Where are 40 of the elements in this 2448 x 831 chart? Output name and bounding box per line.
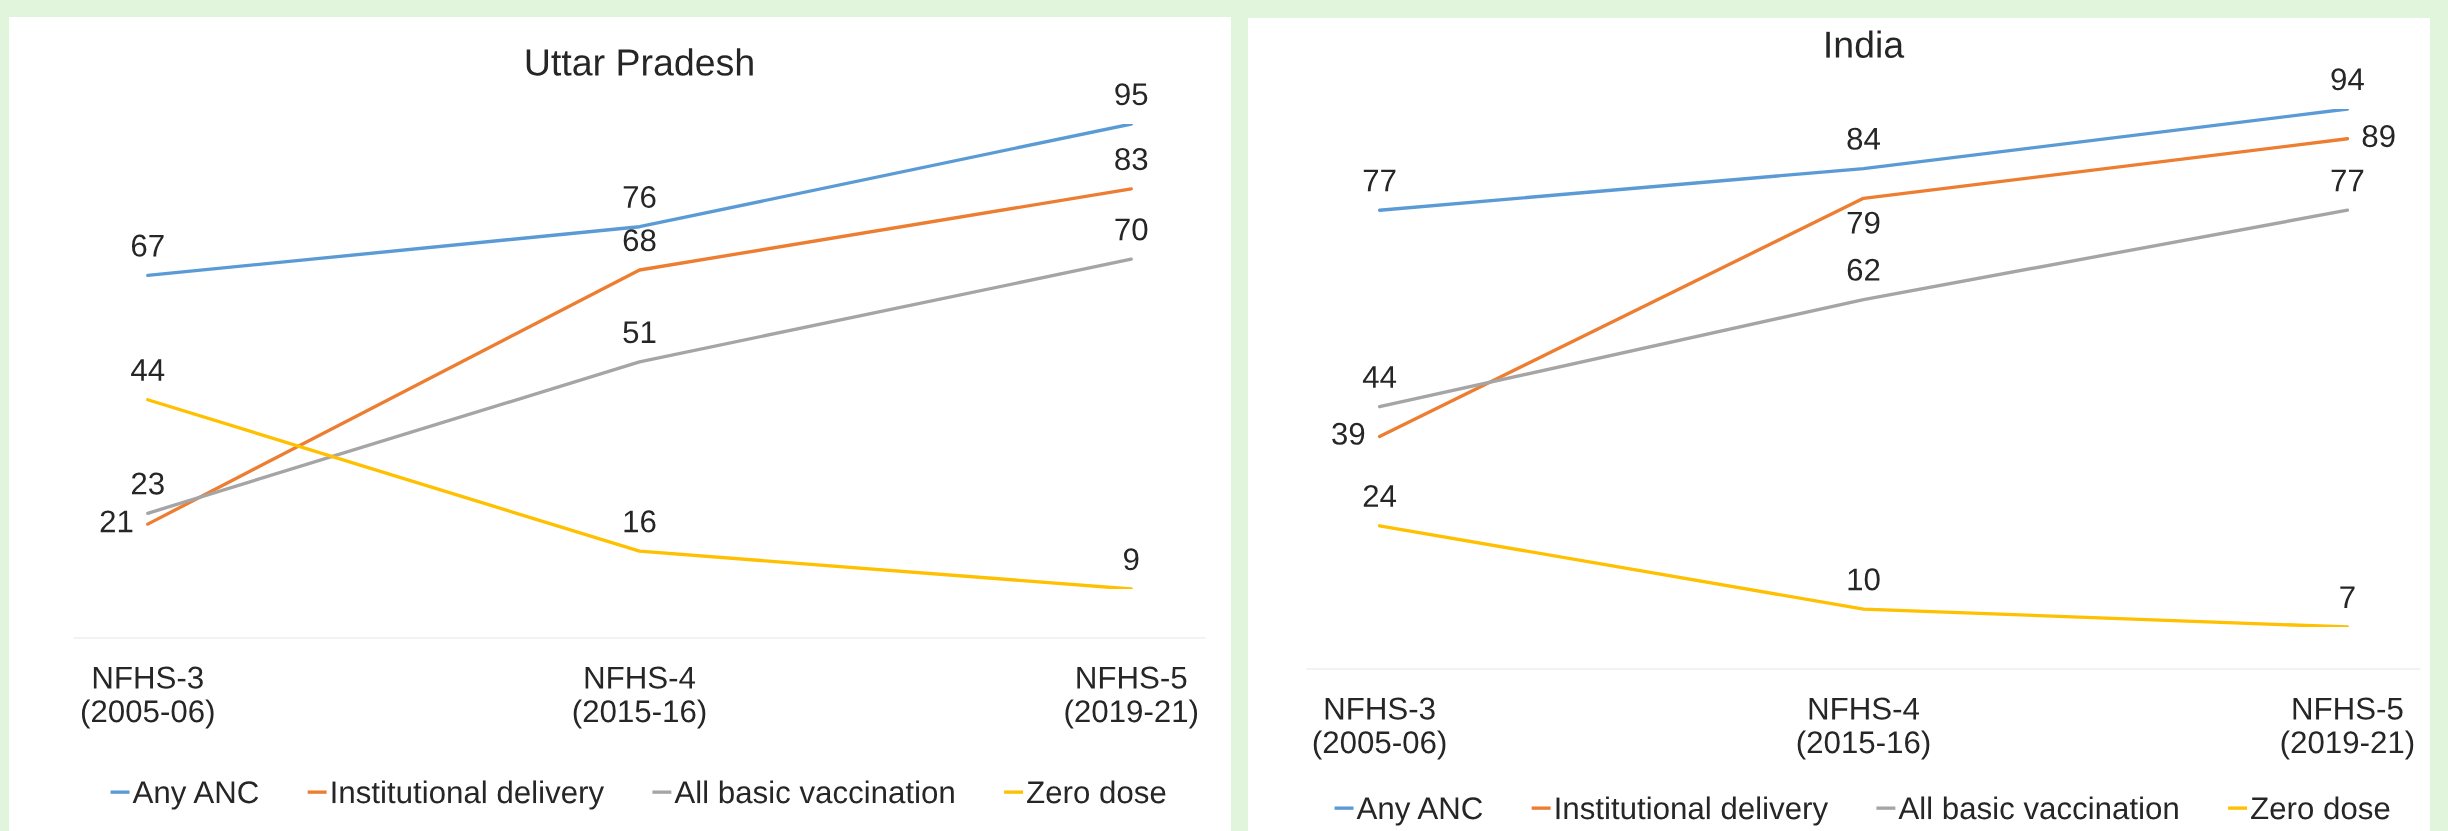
legend-label: Zero dose: [2251, 796, 2390, 820]
data-label: 44: [1362, 366, 1397, 388]
data-label: 83: [1115, 148, 1148, 171]
data-label: 84: [1847, 127, 1880, 150]
data-label: 77: [1363, 169, 1396, 192]
data-label: 76: [623, 185, 656, 209]
legend-label: Zero dose: [1027, 780, 1166, 804]
data-label: 51: [623, 321, 656, 344]
data-label: 77: [2331, 169, 2364, 192]
x-tick-label: NFHS-4 (2015-16): [1797, 697, 1930, 760]
x-tick-label: NFHS-3 (2005-06): [1313, 697, 1446, 760]
legend-label: Institutional delivery: [1556, 796, 1829, 826]
data-label: 23: [131, 472, 164, 495]
data-label: 7: [2340, 586, 2355, 609]
chart-title: Uttar Pradesh: [526, 48, 753, 76]
data-label: 94: [2331, 68, 2364, 91]
data-label: 44: [131, 359, 165, 381]
data-label: 21: [100, 510, 133, 533]
data-label: 9: [1124, 548, 1139, 571]
data-label: 10: [1848, 568, 1880, 591]
x-tick-label: NFHS-4 (2015-16): [573, 666, 706, 729]
data-label: 89: [2362, 125, 2395, 148]
legend-label: All basic vaccination: [1898, 796, 2178, 820]
data-label: 79: [1847, 211, 1880, 234]
data-label: 70: [1115, 218, 1148, 241]
data-label: 68: [623, 229, 656, 252]
data-label: 24: [1363, 484, 1397, 507]
chart-title: India: [1826, 30, 1905, 58]
x-tick-label: NFHS-5 (2019-21): [1065, 666, 1198, 729]
data-label: 67: [131, 234, 164, 257]
x-tick-label: NFHS-5 (2019-21): [2281, 697, 2414, 760]
data-label: 95: [1115, 83, 1148, 106]
legend-label: Any ANC: [1356, 797, 1483, 826]
legend-label: All basic vaccination: [674, 780, 954, 804]
data-label: 62: [1847, 258, 1880, 281]
legend-label: Any ANC: [132, 781, 259, 810]
legend-label: Institutional delivery: [332, 780, 605, 810]
data-label: 39: [1332, 422, 1365, 445]
data-label: 16: [624, 510, 656, 533]
x-tick-label: NFHS-3 (2005-06): [81, 666, 214, 729]
